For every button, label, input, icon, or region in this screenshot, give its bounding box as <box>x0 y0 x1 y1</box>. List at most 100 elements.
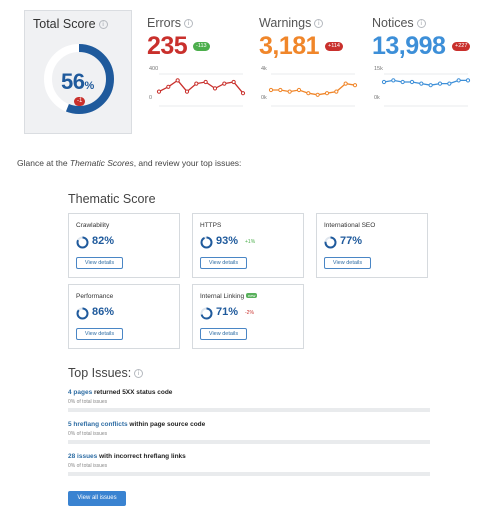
metric-title: Notices i <box>372 16 426 30</box>
trend-point <box>447 81 452 86</box>
thematic-card-name: Internal Linking new <box>200 293 258 300</box>
trend-point <box>306 91 311 96</box>
axis-bottom-label: 0k <box>261 95 267 101</box>
total-score-title: Total Score i <box>33 17 108 31</box>
info-icon[interactable]: i <box>134 369 144 378</box>
total-score-card: Total Score i 56% -1 <box>24 10 132 134</box>
thematic-card-international-seo: International SEO 77% View details <box>316 213 428 278</box>
intro-text: Glance at the Thematic Scores, and revie… <box>17 158 242 168</box>
issue-link[interactable]: 28 issues <box>68 453 98 460</box>
thematic-card-crawlability: Crawlability 82% View details <box>68 213 180 278</box>
axis-bottom-label: 0 <box>149 95 153 101</box>
thematic-card-delta: +1% <box>245 239 256 245</box>
thematic-card-internal-linking: Internal Linking new 71% -2% View details <box>192 284 304 349</box>
trend-line <box>271 82 356 96</box>
trend-point <box>231 79 236 85</box>
issue-link[interactable]: 4 pages <box>68 389 93 396</box>
total-score-value: 56% <box>61 69 94 94</box>
trend-point <box>287 89 292 94</box>
trend-point <box>400 79 405 85</box>
trend-point <box>240 91 246 96</box>
issue-share: 0% of total issues <box>68 463 108 469</box>
thematic-card-performance: Performance 86% View details <box>68 284 180 349</box>
thematic-card-name: International SEO <box>324 222 376 229</box>
metric-value: 13,998 <box>372 32 446 60</box>
trend-line <box>383 79 468 86</box>
metric-value: 235 <box>147 32 188 60</box>
thematic-card-delta: -2% <box>245 310 254 316</box>
progress-ring-icon <box>200 307 213 320</box>
info-icon[interactable]: i <box>416 19 426 28</box>
info-icon[interactable]: i <box>184 19 194 28</box>
progress-ring-icon <box>200 236 213 249</box>
metric-title: Warnings i <box>259 16 324 30</box>
trend-point <box>268 87 274 93</box>
axis-top-label: 15k <box>374 66 383 72</box>
trend-point <box>212 86 218 91</box>
issue-description: with incorrect hreflang links <box>97 453 186 460</box>
new-badge: new <box>246 293 258 298</box>
total-score-delta: -1 <box>74 97 86 106</box>
metric-value: 3,181 <box>259 32 320 60</box>
axis-bottom-label: 0k <box>374 95 380 101</box>
metric-delta-badge: -113 <box>193 42 210 51</box>
thematic-card-https: HTTPS 93% +1% View details <box>192 213 304 278</box>
view-details-button[interactable]: View details <box>76 257 123 269</box>
thematic-card-percent: 82% <box>92 235 115 247</box>
warnings-metric[interactable]: Warnings i 3,181 +114 4k 0k <box>259 10 369 120</box>
thematic-card-percent: 77% <box>340 235 363 247</box>
issue-description: returned 5XX status code <box>92 389 173 396</box>
axis-top-label: 4k <box>261 66 267 72</box>
notices-metric[interactable]: Notices i 13,998 +227 15k 0k <box>372 10 482 120</box>
info-icon[interactable]: i <box>314 19 324 28</box>
issue-share: 0% of total issues <box>68 399 108 405</box>
trend-line <box>158 79 244 94</box>
view-details-button[interactable]: View details <box>76 328 123 340</box>
trend-point <box>184 89 190 94</box>
trend-point <box>296 87 302 93</box>
view-details-button[interactable]: View details <box>324 257 371 269</box>
trend-point <box>166 84 171 89</box>
trend-point <box>437 81 443 86</box>
trend-point <box>352 83 358 88</box>
trend-point <box>175 78 180 83</box>
view-all-issues-button[interactable]: View all issues <box>68 491 126 506</box>
trend-point <box>324 91 330 96</box>
axis-top-label: 400 <box>149 66 159 72</box>
trend-point <box>419 81 424 86</box>
errors-trend-chart <box>156 73 246 107</box>
thematic-card-name: Crawlability <box>76 222 110 229</box>
info-icon[interactable]: i <box>98 20 108 29</box>
issue-progress-bar <box>68 408 430 412</box>
issue-progress-bar <box>68 472 430 476</box>
top-issues-heading: Top Issues: i <box>68 366 144 380</box>
trend-point <box>428 83 433 88</box>
thematic-card-percent: 71% <box>216 306 239 318</box>
view-details-button[interactable]: View details <box>200 328 247 340</box>
issue-item: 28 issues with incorrect hreflang links … <box>68 453 430 476</box>
errors-metric[interactable]: Errors i 235 -113 400 0 <box>147 10 257 120</box>
metric-title: Errors i <box>147 16 194 30</box>
thematic-card-percent: 86% <box>92 306 115 318</box>
trend-point <box>409 79 415 85</box>
issue-share: 0% of total issues <box>68 431 108 437</box>
progress-ring-icon <box>324 236 337 249</box>
issue-description: within page source code <box>127 421 206 428</box>
issue-link[interactable]: 5 hreflang conflicts <box>68 421 128 428</box>
thematic-card-percent: 93% <box>216 235 239 247</box>
progress-ring-icon <box>76 307 89 320</box>
trend-point <box>156 89 162 94</box>
issue-progress-bar <box>68 440 430 444</box>
progress-ring-icon <box>76 236 89 249</box>
thematic-card-name: Performance <box>76 293 114 300</box>
trend-point <box>315 92 320 97</box>
trend-point <box>465 78 471 83</box>
view-details-button[interactable]: View details <box>200 257 247 269</box>
trend-point <box>343 81 348 86</box>
issue-item: 5 hreflang conflicts within page source … <box>68 421 430 444</box>
metric-delta-badge: +114 <box>325 42 343 51</box>
trend-point <box>278 87 283 93</box>
thematic-score-heading: Thematic Score <box>68 192 156 206</box>
thematic-card-name: HTTPS <box>200 222 222 229</box>
total-score-donut <box>44 44 114 114</box>
